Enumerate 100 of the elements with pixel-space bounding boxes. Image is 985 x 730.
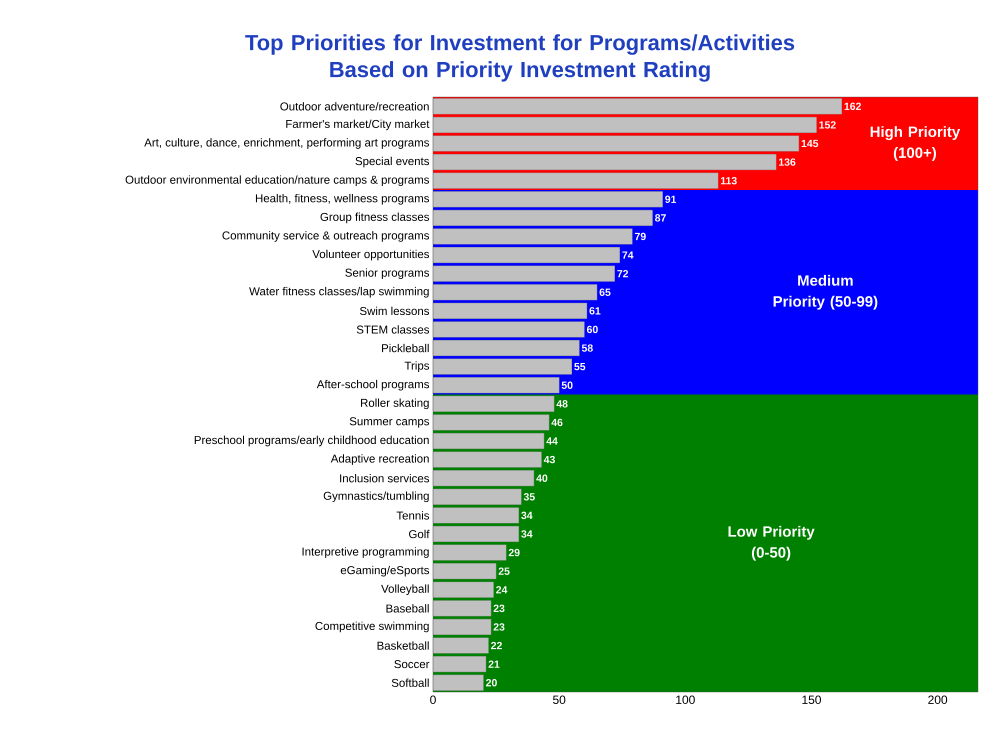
y-tick-label: Volunteer opportunities xyxy=(312,250,430,260)
data-label: 34 xyxy=(521,512,533,520)
y-tick-label: Trips xyxy=(404,361,430,372)
bar xyxy=(432,358,572,375)
data-label: 91 xyxy=(665,196,676,203)
bar xyxy=(432,191,663,208)
data-label: 20 xyxy=(486,679,497,686)
data-label: 40 xyxy=(536,474,548,482)
bar xyxy=(432,247,620,264)
y-tick-label: Summer camps xyxy=(350,417,430,428)
data-label: 145 xyxy=(802,140,818,148)
band-label: Low Priority (0-50) xyxy=(728,526,815,561)
y-tick-label: After-school programs xyxy=(316,380,430,391)
y-tick-label: Group fitness classes xyxy=(320,212,430,224)
bar xyxy=(432,98,842,114)
bar xyxy=(432,470,534,486)
data-label: 44 xyxy=(546,437,558,445)
bar xyxy=(432,674,484,691)
y-tick-label: Water fitness classes/lap swimming xyxy=(249,286,429,298)
y-tick-label: Outdoor adventure/recreation xyxy=(280,102,429,111)
band-label: Medium Priority (50-99) xyxy=(774,274,878,310)
data-label: 46 xyxy=(551,418,563,426)
data-label: 136 xyxy=(779,158,796,166)
y-tick-label: Pickleball xyxy=(382,344,429,352)
data-label: 61 xyxy=(589,307,600,315)
y-tick-label: Preschool programs/early childhood education xyxy=(194,436,429,446)
band-label: High Priority (100+) xyxy=(870,126,960,161)
y-tick-label: Roller skating xyxy=(361,398,429,410)
y-tick-label: Golf xyxy=(409,530,430,538)
bar xyxy=(432,284,598,300)
y-tick-label: Senior programs xyxy=(345,268,430,279)
bar xyxy=(432,340,580,356)
bar xyxy=(432,507,519,524)
y-tick-label: Competitive swimming xyxy=(315,622,429,632)
bar xyxy=(432,656,486,672)
y-tick-label: Soccer xyxy=(394,660,430,668)
y-tick-label: Interpretive programming xyxy=(302,547,429,558)
bar xyxy=(432,600,492,616)
data-label: 24 xyxy=(496,586,508,594)
y-tick-label: Inclusion services xyxy=(340,474,430,482)
y-tick-label: Basketball xyxy=(378,641,429,650)
bar xyxy=(432,154,776,170)
data-label: 23 xyxy=(494,623,504,631)
y-tick-label: Tennis xyxy=(396,511,430,520)
data-label: 22 xyxy=(491,642,502,650)
x-tick-label: 0 xyxy=(430,696,436,704)
bar xyxy=(432,526,519,542)
data-label: 79 xyxy=(634,232,646,240)
y-tick-label: Baseball xyxy=(386,604,429,613)
chart-title: Top Priorities for Investment for Programs/Activities Based on Priority Investment Rating xyxy=(245,34,794,82)
y-tick-label: eGaming/eSports xyxy=(340,566,430,576)
bar xyxy=(432,582,494,598)
bar xyxy=(432,414,550,430)
bar xyxy=(432,377,560,394)
data-label: 72 xyxy=(617,270,628,278)
bar xyxy=(432,396,554,412)
bar xyxy=(432,210,653,226)
data-label: 50 xyxy=(562,382,573,389)
data-label: 152 xyxy=(819,121,836,129)
x-tick-label: 100 xyxy=(676,696,695,704)
bar xyxy=(432,618,492,635)
y-tick-label: Community service & outreach programs xyxy=(222,231,430,242)
y-tick-label: Farmer's market/City market xyxy=(286,120,430,130)
bar xyxy=(432,452,542,468)
y-tick-label: Volleyball xyxy=(381,584,429,596)
data-label: 162 xyxy=(844,102,861,110)
data-label: 74 xyxy=(622,251,634,259)
data-label: 60 xyxy=(586,326,598,334)
data-label: 87 xyxy=(655,214,666,222)
bar xyxy=(432,544,506,561)
data-label: 55 xyxy=(574,362,586,370)
data-label: 34 xyxy=(521,530,533,538)
y-tick-label: Adaptive recreation xyxy=(330,454,429,465)
y-tick-label: Swim lessons xyxy=(360,306,430,316)
y-tick-label: Outdoor environmental education/nature camps & programs xyxy=(126,175,430,186)
data-label: 113 xyxy=(720,176,737,184)
y-tick-label: Gymnastics/tumbling xyxy=(324,491,429,502)
data-label: 43 xyxy=(544,456,555,464)
x-tick-label: 50 xyxy=(552,696,566,704)
y-tick-label: Special events xyxy=(355,156,430,168)
bar xyxy=(432,302,588,319)
bar xyxy=(432,638,489,654)
bar xyxy=(432,135,800,152)
bar xyxy=(432,563,496,580)
y-tick-label: Health, fitness, wellness programs xyxy=(256,194,430,205)
data-label: 21 xyxy=(488,660,500,668)
data-label: 35 xyxy=(524,493,535,500)
x-tick-label: 150 xyxy=(802,696,821,704)
bar xyxy=(432,488,522,505)
data-label: 48 xyxy=(556,400,568,408)
data-label: 29 xyxy=(508,548,520,556)
data-label: 65 xyxy=(600,288,611,296)
x-tick-label: 200 xyxy=(928,696,948,704)
bar xyxy=(432,321,585,338)
y-tick-label: Softball xyxy=(392,678,429,687)
bar xyxy=(432,116,817,133)
data-label: 58 xyxy=(582,344,593,352)
bar xyxy=(432,432,544,450)
y-tick-label: STEM classes xyxy=(356,325,430,334)
bar xyxy=(432,266,615,282)
